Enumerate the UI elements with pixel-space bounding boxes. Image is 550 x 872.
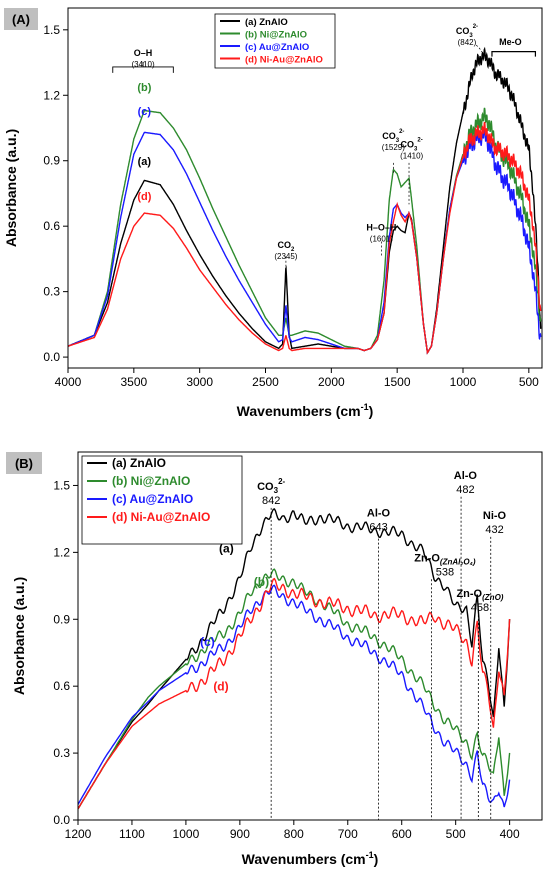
panel-label-box <box>4 8 38 30</box>
x-tick-label: 2500 <box>252 375 279 389</box>
panel-a-chart: (A) (a) (b) (c) (d) 4000 3500 3000 2500 2000 1500 1… <box>3 7 543 419</box>
meo-bracket <box>491 51 537 57</box>
panel-b-chart: (B) (a) (b) (c) (d) 1200 1100 1000 900 800 700 600 5… <box>6 451 543 867</box>
annotation-label: CO32- <box>257 477 285 495</box>
annotation-value: (1529) <box>382 143 405 152</box>
series-line-2 <box>78 568 511 810</box>
plot-frame <box>77 451 543 821</box>
annotation-label: H–O–H <box>366 223 396 233</box>
annotation-value: (1601) <box>370 235 393 244</box>
y-axis-label: Absorbance (a.u.) <box>11 577 27 695</box>
annotation-label: Al-O <box>454 470 478 482</box>
y-tick-label: 0.9 <box>43 154 60 168</box>
series-label-2: (b) <box>137 82 151 94</box>
annotation-label: CO32- <box>456 24 478 39</box>
x-tick-label: 2000 <box>318 375 345 389</box>
x-tick-label: 1000 <box>450 375 477 389</box>
legend-entry: (b) Ni@ZnAlO <box>245 30 307 41</box>
annotation-value: (842) <box>458 38 477 47</box>
series-line-3 <box>68 123 542 355</box>
series-label-1: (a) <box>219 541 234 555</box>
series-label-3: (c) <box>138 106 152 118</box>
annotation-value: 643 <box>369 522 387 534</box>
y-tick-label: 0.3 <box>53 746 70 760</box>
annotation-value: (2345) <box>274 252 297 261</box>
annotation-label: CO32- <box>401 138 423 153</box>
panel-label: (A) <box>12 12 30 27</box>
annotation-label: Zn-O(ZnAl₂O₄) <box>414 552 476 566</box>
x-tick-label: 800 <box>284 827 304 841</box>
x-tick-label: 3500 <box>120 375 147 389</box>
annotation-value: 458 <box>471 602 489 614</box>
plot-frame <box>67 7 543 369</box>
series-label-3: (c) <box>200 635 215 649</box>
series-label-4: (d) <box>213 680 228 694</box>
x-axis-label: Wavenumbers (cm-1) <box>242 850 379 867</box>
x-tick-label: 400 <box>500 827 520 841</box>
y-tick-label: 1.5 <box>43 23 60 37</box>
x-axis-label: Wavenumbers (cm-1) <box>237 402 374 419</box>
legend-entry: (c) Au@ZnAlO <box>245 42 309 53</box>
x-tick-label: 500 <box>446 827 466 841</box>
series-line-1 <box>78 508 511 810</box>
annotation-label: O–H <box>134 48 153 58</box>
x-tick-label: 700 <box>338 827 358 841</box>
series-label-4: (d) <box>137 191 151 203</box>
x-tick-label: 1000 <box>173 827 200 841</box>
y-tick-label: 0.3 <box>43 285 60 299</box>
y-tick-label: 0.0 <box>43 350 60 364</box>
legend-entry: (c) Au@ZnAlO <box>112 492 193 506</box>
x-tick-label: 4000 <box>55 375 82 389</box>
y-tick-label: 0.6 <box>53 679 70 693</box>
legend-entry: (b) Ni@ZnAlO <box>112 474 190 488</box>
series-line-4 <box>68 121 542 355</box>
annotation-value: (1410) <box>400 152 423 161</box>
annotation-label: Me-O <box>499 37 522 47</box>
x-tick-label: 900 <box>230 827 250 841</box>
legend-entry: (d) Ni-Au@ZnAlO <box>245 55 323 66</box>
annotation-label: CO2 <box>277 240 295 253</box>
annotation-value: 538 <box>436 566 454 578</box>
annotation-label: CO32- <box>382 129 404 144</box>
series-line-1 <box>68 46 542 355</box>
annotation-label: Al-O <box>367 508 391 520</box>
x-tick-label: 1200 <box>65 827 92 841</box>
legend-entry: (a) ZnAlO <box>245 17 288 28</box>
y-tick-label: 1.2 <box>43 88 60 102</box>
legend-entry: (d) Ni-Au@ZnAlO <box>112 510 210 524</box>
annotation-label: Zn-O(ZnO) <box>456 588 503 602</box>
y-tick-label: 0.0 <box>53 813 70 827</box>
series-line-3 <box>78 584 511 808</box>
y-tick-label: 0.9 <box>53 612 70 626</box>
series-label-2: (b) <box>254 575 269 589</box>
y-axis-label: Absorbance (a.u.) <box>3 129 19 247</box>
annotation-value: 482 <box>456 484 474 496</box>
panel-label: (B) <box>15 456 33 471</box>
series-line-4 <box>78 577 511 810</box>
x-tick-label: 600 <box>392 827 412 841</box>
x-tick-label: 3000 <box>186 375 213 389</box>
x-tick-label: 1500 <box>384 375 411 389</box>
annotation-line <box>475 44 485 57</box>
legend-box <box>81 455 243 545</box>
series-label-1: (a) <box>138 156 152 168</box>
x-tick-label: 1100 <box>119 827 145 841</box>
legend-entry: (a) ZnAlO <box>112 456 166 470</box>
annotation-value: 842 <box>262 495 280 507</box>
x-tick-label: 500 <box>519 375 539 389</box>
annotation-label: Ni-O <box>483 510 507 522</box>
oh-brace <box>112 61 174 73</box>
annotation-value: 432 <box>485 524 503 536</box>
y-tick-label: 1.5 <box>53 478 70 492</box>
y-tick-label: 1.2 <box>53 545 70 559</box>
y-tick-label: 0.6 <box>43 219 60 233</box>
panel-label-box <box>6 452 42 474</box>
